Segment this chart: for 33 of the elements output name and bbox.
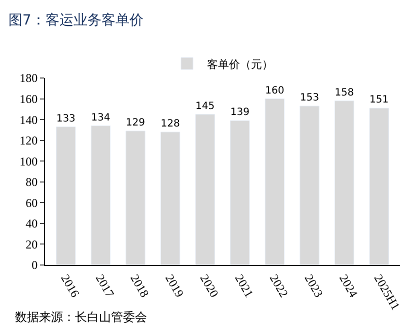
data-label: 129 [126, 117, 146, 128]
bar [160, 132, 180, 265]
bar [264, 98, 285, 265]
bar [230, 120, 250, 265]
data-label: 133 [56, 113, 76, 124]
data-label: 139 [230, 107, 250, 118]
bar [90, 126, 111, 265]
data-label: 145 [196, 100, 215, 112]
y-tick-label: 140 [20, 112, 38, 127]
source-note: 数据来源：长白山管委会 [15, 310, 147, 324]
y-tick-label: 20 [26, 237, 38, 252]
bar [56, 126, 76, 265]
bar [195, 114, 215, 265]
data-label: 153 [300, 92, 320, 104]
bar [126, 130, 146, 265]
chart-title: 图7：客运业务客单价 [8, 12, 144, 29]
y-tick-label: 0 [32, 258, 38, 272]
data-label: 160 [265, 85, 284, 96]
data-label: 134 [91, 112, 110, 124]
y-tick-label: 100 [20, 154, 38, 168]
y-tick-label: 80 [26, 175, 38, 190]
data-label: 158 [334, 87, 354, 98]
bar [334, 100, 354, 265]
y-tick-label: 60 [26, 196, 38, 210]
legend-label: 客单价（元） [207, 58, 273, 71]
bar [300, 106, 320, 265]
y-tick-label: 40 [26, 216, 38, 231]
y-tick-label: 160 [20, 92, 38, 106]
data-label: 151 [370, 94, 389, 106]
bar [369, 108, 389, 265]
y-tick-label: 180 [20, 71, 38, 86]
y-tick-label: 120 [20, 134, 38, 148]
data-label: 128 [160, 118, 180, 130]
